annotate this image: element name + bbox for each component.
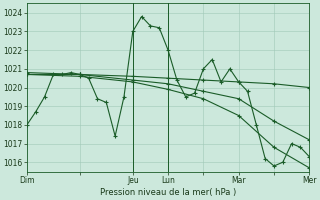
X-axis label: Pression niveau de la mer( hPa ): Pression niveau de la mer( hPa ) <box>100 188 236 197</box>
